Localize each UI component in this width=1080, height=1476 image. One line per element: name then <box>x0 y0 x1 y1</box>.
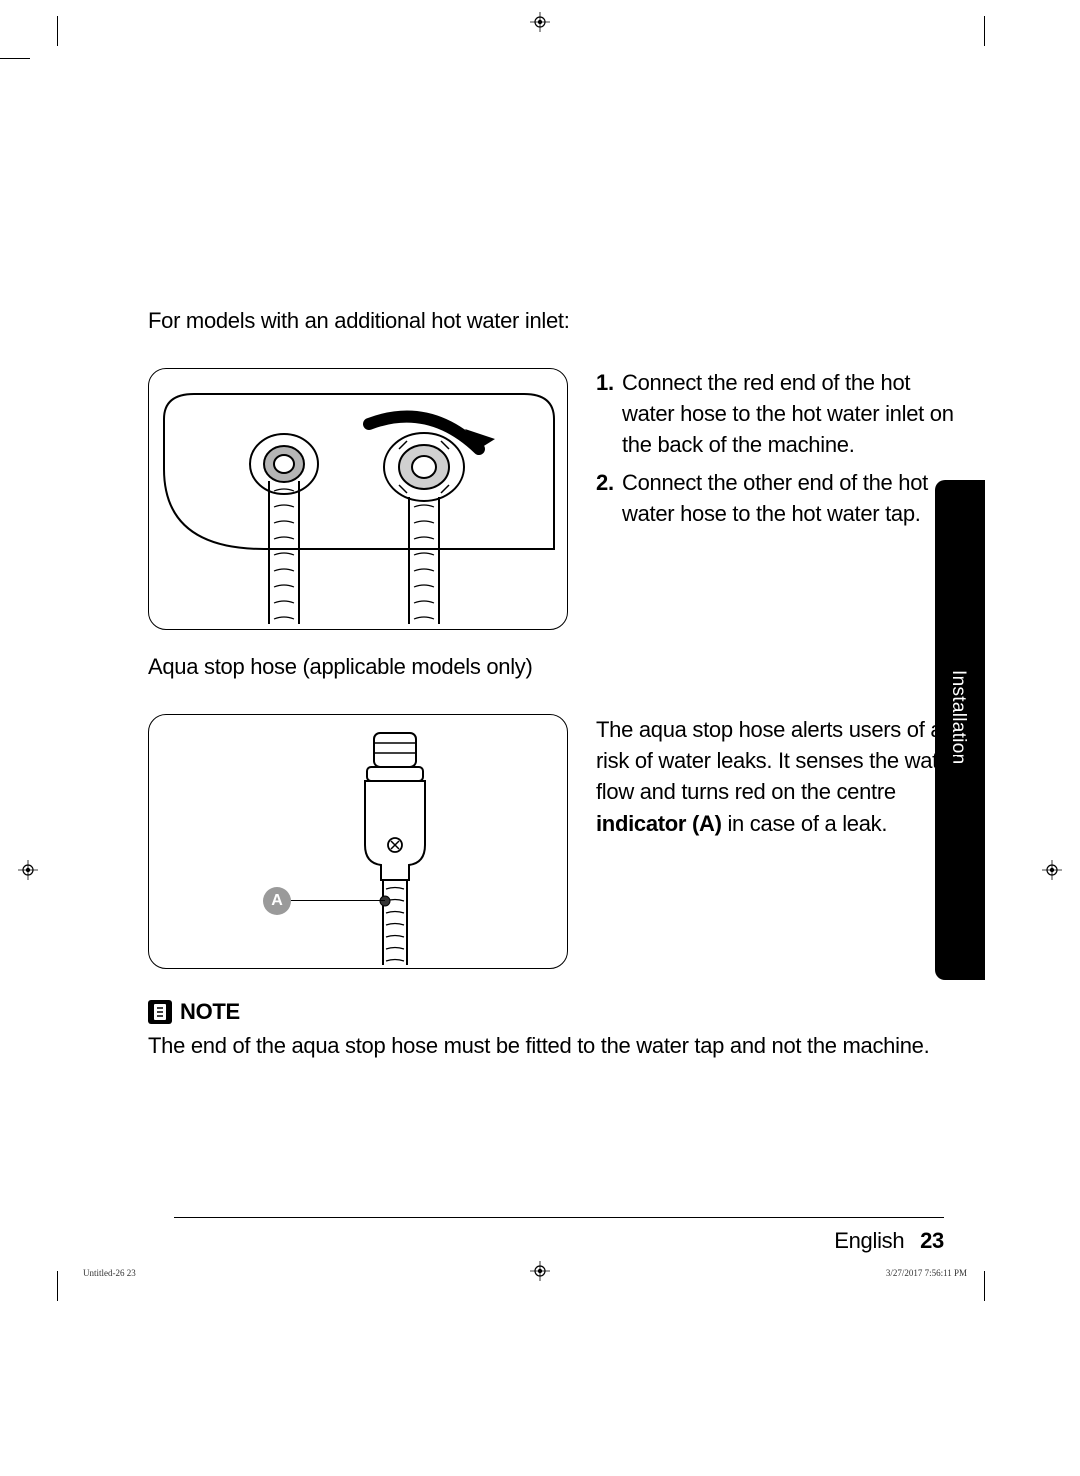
step-item: Connect the other end of the hot water h… <box>596 468 968 530</box>
registration-mark-icon <box>530 1261 550 1281</box>
registration-mark-icon <box>18 860 38 880</box>
illustration-aqua-stop-hose: A <box>148 714 568 969</box>
footer-page-number: 23 <box>920 1228 944 1253</box>
indicator-label: A <box>263 887 291 915</box>
indicator-leader-line <box>291 900 385 901</box>
registration-mark-icon <box>530 12 550 32</box>
note-label: NOTE <box>180 999 240 1025</box>
aqua-description: The aqua stop hose alerts users of a ris… <box>596 714 968 969</box>
footer-rule <box>174 1217 944 1218</box>
note-text: The end of the aqua stop hose must be fi… <box>148 1031 968 1062</box>
step-item: Connect the red end of the hot water hos… <box>596 368 968 460</box>
steps-list: Connect the red end of the hot water hos… <box>596 368 968 630</box>
registration-mark-icon <box>1042 860 1062 880</box>
aqua-desc-pre: The aqua stop hose alerts users of a ris… <box>596 717 957 804</box>
page-footer: English 23 <box>834 1228 944 1254</box>
intro-text: For models with an additional hot water … <box>148 308 968 334</box>
aqua-desc-bold: indicator (A) <box>596 811 722 836</box>
print-meta-left: Untitled-26 23 <box>83 1268 136 1278</box>
note-icon <box>148 1000 172 1024</box>
print-meta-right: 3/27/2017 7:56:11 PM <box>886 1268 967 1278</box>
footer-language: English <box>834 1228 904 1253</box>
illustration-hot-water-inlet <box>148 368 568 630</box>
aqua-desc-post: in case of a leak. <box>722 811 888 836</box>
aqua-subtitle: Aqua stop hose (applicable models only) <box>148 654 968 680</box>
